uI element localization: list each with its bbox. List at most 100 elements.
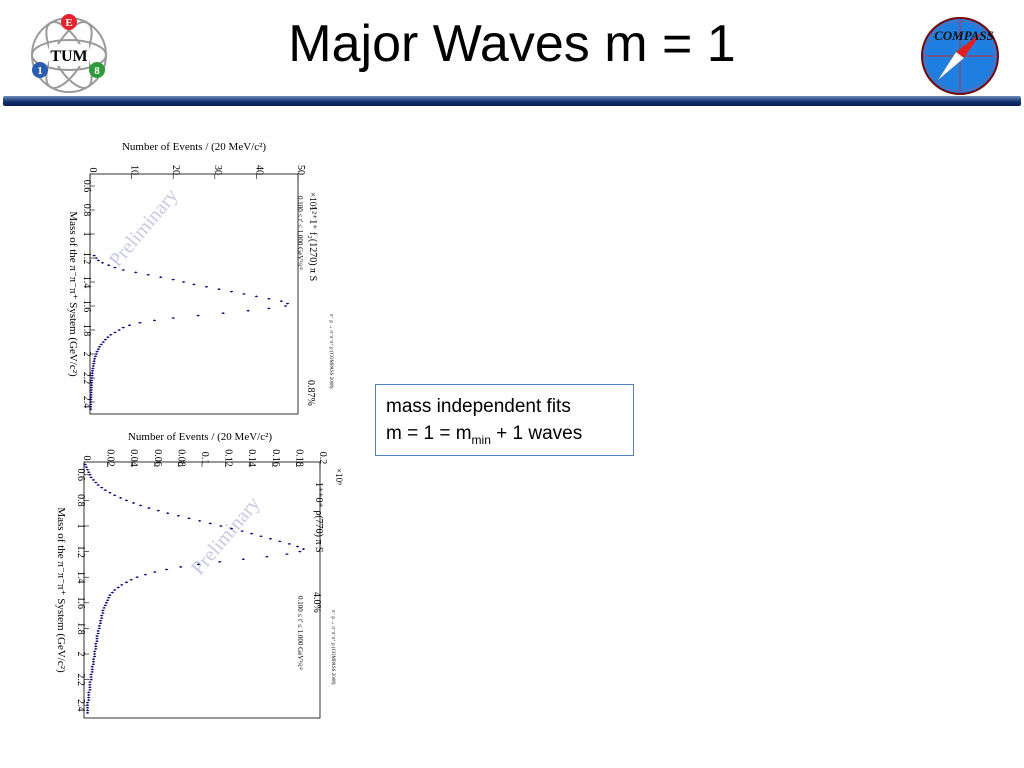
y-tick-label: 0.06 <box>152 449 163 467</box>
y-tick-label: 0.2 <box>317 452 328 465</box>
data-point <box>109 594 111 597</box>
data-point <box>267 307 270 310</box>
data-point <box>250 532 253 535</box>
y-tick-label: 0.02 <box>105 449 116 467</box>
x-tick-label: 2.2 <box>81 372 92 385</box>
data-point <box>93 360 96 363</box>
data-point <box>97 484 100 486</box>
x-tick-label: 1.2 <box>75 545 86 558</box>
y-tick-label: 0.1 <box>199 452 210 465</box>
data-point <box>89 686 91 689</box>
y-tick-label: 0.04 <box>128 449 139 467</box>
data-point <box>122 269 125 271</box>
x-tick-label: 2 <box>75 652 86 657</box>
data-point <box>230 290 233 293</box>
data-point <box>104 338 107 341</box>
data-point <box>100 614 103 617</box>
data-point <box>209 522 212 525</box>
x-tick-label: 1.6 <box>75 597 86 610</box>
x-tick-label: 0.8 <box>75 494 86 507</box>
chart-wave-label: 1²⁺1⁺ f₂(1270) π S <box>307 206 318 281</box>
tum-logo-letter-e: E <box>65 17 72 29</box>
data-point <box>90 384 93 387</box>
x-tick-label: 2.4 <box>81 396 92 409</box>
data-point <box>96 350 98 353</box>
data-point <box>222 312 225 315</box>
tum-logo: E TUM 1 8 <box>31 14 107 93</box>
data-point <box>92 365 95 367</box>
data-point <box>218 560 221 563</box>
data-point <box>99 619 102 622</box>
data-point <box>119 496 122 499</box>
data-point <box>247 309 249 312</box>
data-point <box>89 408 92 411</box>
chart-t-range-label: 0.100 ≤ t' ≤ 1.000 GeV²/c² <box>296 196 304 270</box>
data-point <box>286 553 288 556</box>
data-point <box>85 466 88 469</box>
data-point <box>230 527 233 530</box>
data-point <box>98 624 101 627</box>
data-point <box>98 345 101 348</box>
data-point <box>86 704 89 707</box>
x-tick-label: 1 <box>75 524 86 529</box>
data-point <box>172 278 175 281</box>
data-point <box>90 678 92 681</box>
data-point <box>188 517 190 520</box>
y-tick-label: 20 <box>170 165 181 175</box>
textbox-line-2: m = 1 = mmin + 1 waves <box>386 420 623 454</box>
data-point <box>153 571 156 573</box>
data-point <box>96 640 98 643</box>
y-tick-label: 0.08 <box>175 449 186 467</box>
data-point <box>130 578 133 581</box>
compass-logo-text: COMPASS <box>934 28 994 43</box>
x-tick-label: 1.2 <box>81 252 92 265</box>
data-point <box>91 665 94 668</box>
tum-logo-digit-1: 1 <box>37 65 43 77</box>
data-point <box>87 696 90 699</box>
data-point <box>92 660 95 663</box>
data-point <box>102 341 105 343</box>
data-point <box>166 512 169 515</box>
chart-f2-1270-wave: Number of Events / (20 MeV/c²) Mass of t… <box>67 141 334 415</box>
data-point <box>87 699 90 701</box>
data-point <box>97 259 100 262</box>
data-point <box>182 281 185 283</box>
data-point <box>90 396 92 399</box>
data-point <box>91 372 94 375</box>
data-point <box>99 622 102 625</box>
chart-wave-label: 1⁺⁺0⁺ ρ(770) π S <box>313 482 324 553</box>
slide-title: Major Waves m = 1 <box>288 15 736 73</box>
data-point <box>106 336 109 339</box>
textbox-line-1: mass independent fits <box>386 396 571 417</box>
data-point <box>90 389 93 391</box>
data-point <box>286 302 289 305</box>
data-point <box>109 491 111 494</box>
chart-rho-770-wave: Number of Events / (20 MeV/c²) Mass of t… <box>55 431 344 719</box>
y-tick-label: 0.18 <box>293 449 304 467</box>
textbox-line-2-subscript: min <box>471 432 491 447</box>
data-point <box>90 676 92 678</box>
chart-reaction-label: π⁻ p → π⁻π⁻π⁺ p (COMPASS 2008) <box>328 314 334 389</box>
data-point <box>100 343 103 346</box>
textbox-line-2-prefix: m = 1 = m <box>386 423 472 444</box>
data-point <box>267 297 270 300</box>
data-point <box>107 596 110 599</box>
data-point <box>122 326 125 329</box>
x-tick-label: 2.4 <box>75 699 86 712</box>
x-tick-label: 0.6 <box>81 180 92 193</box>
chart-reaction-label: π⁻ p → π⁻π⁻π⁺ p (COMPASS 2008) <box>330 610 336 685</box>
data-point <box>84 463 87 466</box>
compass-logo: COMPASS <box>921 17 999 95</box>
data-point <box>92 479 95 481</box>
data-point <box>101 612 104 614</box>
y-tick-label: 0.14 <box>246 449 257 467</box>
data-point <box>87 694 90 696</box>
x-tick-label: 2 <box>81 352 92 357</box>
data-point <box>132 502 135 504</box>
plot-frame <box>83 461 321 719</box>
data-point <box>86 701 89 704</box>
data-point <box>91 374 93 377</box>
data-point <box>90 386 93 389</box>
data-point <box>218 288 220 291</box>
data-point <box>266 555 268 558</box>
